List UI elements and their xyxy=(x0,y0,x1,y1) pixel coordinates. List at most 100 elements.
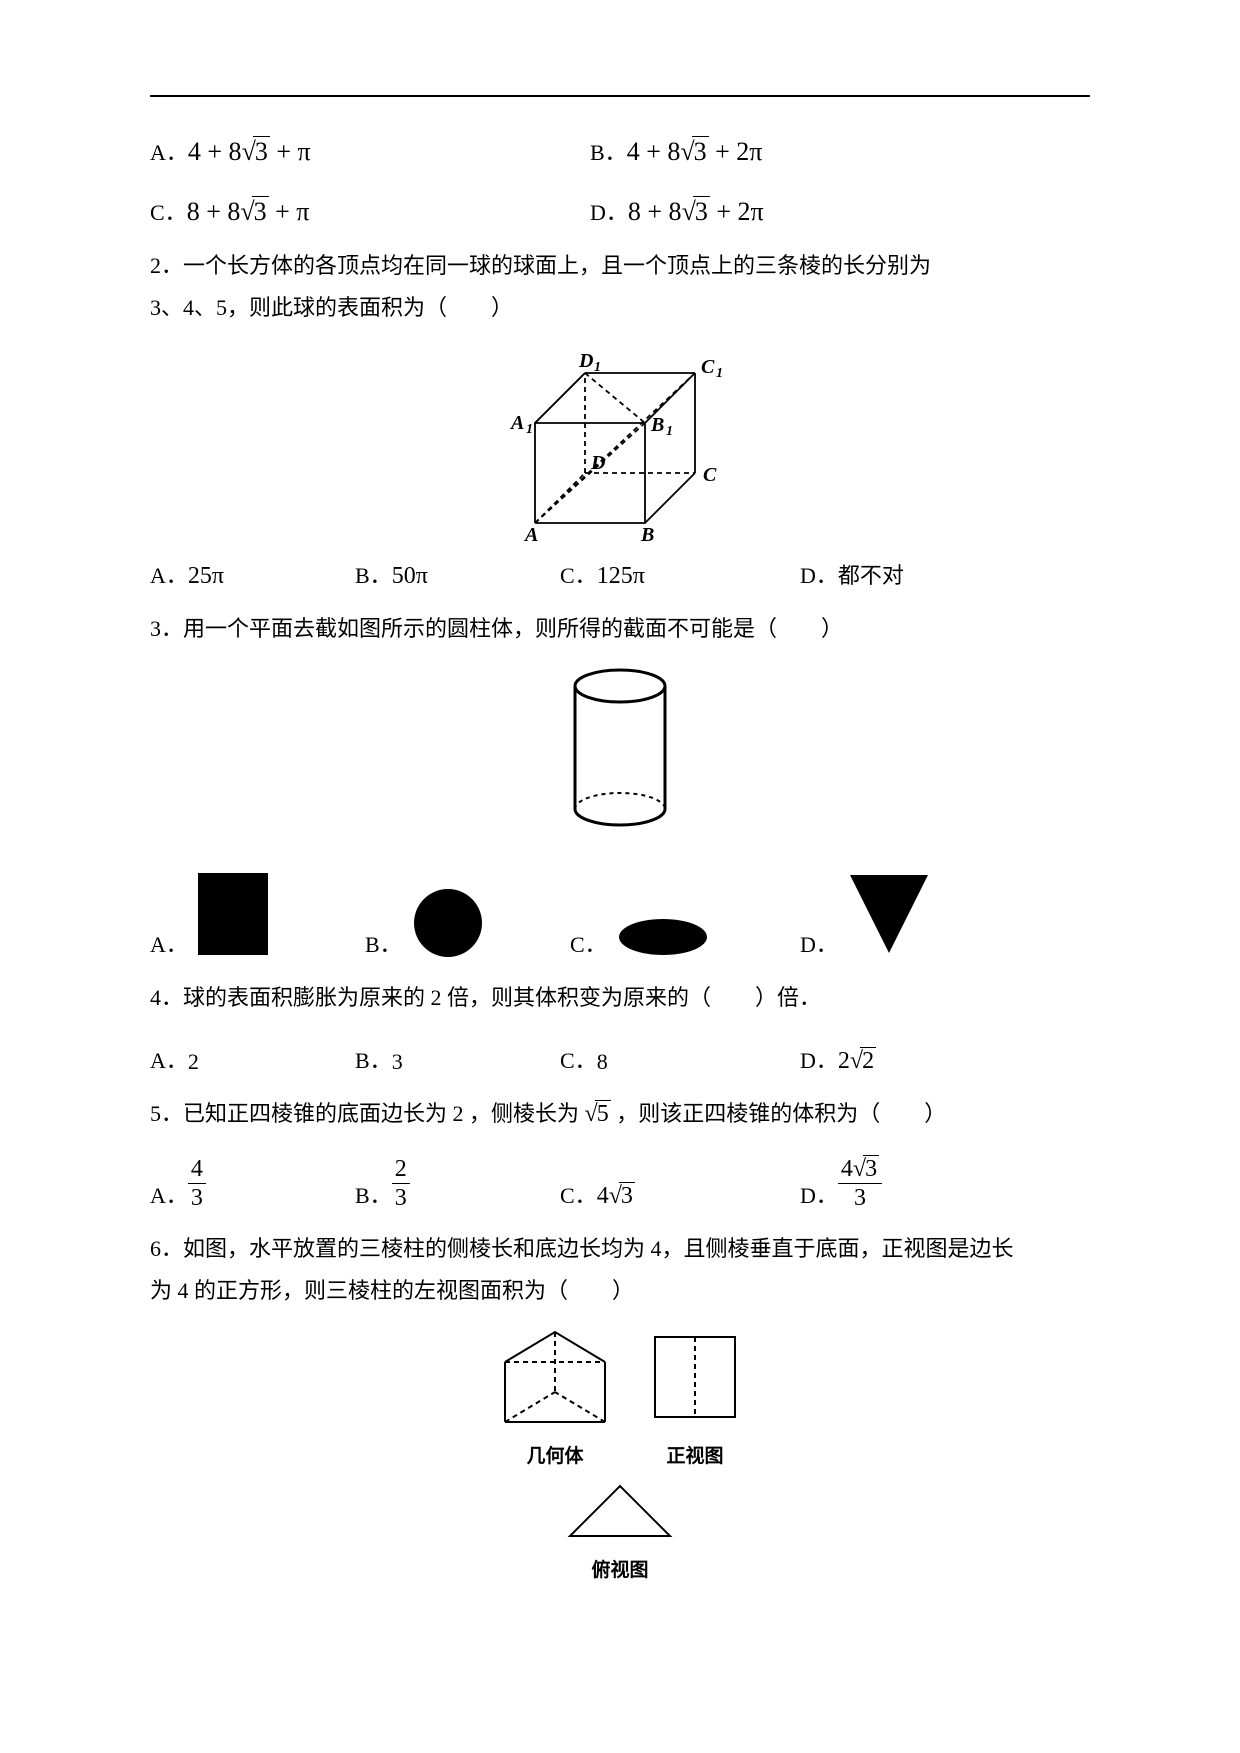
option-value: 125π xyxy=(597,563,645,590)
front-view: 正视图 xyxy=(645,1322,745,1468)
caption-top: 俯视图 xyxy=(560,1555,680,1582)
option-expr: 4 + 83 + 2π xyxy=(627,137,763,167)
q2-option-c: C． 125π xyxy=(560,558,800,590)
option-value: 都不对 xyxy=(838,558,904,590)
q5-text: 5．已知正四棱锥的底面边长为 2 ，侧棱长为 5 ，则该正四棱锥的体积为（ ） xyxy=(150,1093,1090,1135)
q2-options: A． 25π B． 50π C． 125π D． 都不对 xyxy=(150,558,1090,590)
option-label: B． xyxy=(365,927,402,959)
q4-option-a: A． 2 xyxy=(150,1043,355,1075)
q2-option-d: D． 都不对 xyxy=(800,558,1040,590)
option-frac: 2 3 xyxy=(392,1157,410,1210)
q2-figure: D1 C1 A1 B1 D C A B xyxy=(150,343,1090,548)
q2-option-b: B． 50π xyxy=(355,558,560,590)
option-expr: 8 + 83 + π xyxy=(187,197,310,227)
option-label: C． xyxy=(560,1043,597,1075)
q2-line1: 2．一个长方体的各顶点均在同一球的球面上，且一个顶点上的三条棱的长分别为 xyxy=(150,253,931,278)
q4-text: 4．球的表面积膨胀为原来的 2 倍，则其体积变为原来的（ ）倍． xyxy=(150,977,1090,1019)
exam-page: A． 4 + 83 + π B． 4 + 83 + 2π C． 8 + 83 +… xyxy=(150,95,1090,1590)
svg-text:1: 1 xyxy=(594,360,601,375)
q1-option-d: D． 8 + 83 + 2π xyxy=(590,195,1090,227)
q2-option-a: A． 25π xyxy=(150,558,355,590)
option-value: 8 xyxy=(597,1049,608,1075)
label-d: D xyxy=(590,452,605,474)
top-view-icon xyxy=(560,1476,680,1546)
option-frac: 43 3 xyxy=(838,1157,882,1210)
q1-option-b: B． 4 + 83 + 2π xyxy=(590,135,1090,167)
q6-text: 6．如图，水平放置的三棱柱的侧棱长和底边长均为 4，且侧棱垂直于底面，正视图是边… xyxy=(150,1228,1090,1312)
triangle-icon xyxy=(844,869,934,959)
q5-sqrt5: 5 xyxy=(585,1101,611,1127)
option-label: D． xyxy=(800,1043,838,1075)
cube-diagram: D1 C1 A1 B1 D C A B xyxy=(495,343,745,543)
option-label: B． xyxy=(590,135,627,167)
q4-option-c: C． 8 xyxy=(560,1043,800,1075)
option-label: D． xyxy=(800,558,838,590)
header-rule xyxy=(150,95,1090,97)
option-label: B． xyxy=(355,1178,392,1210)
q2-text: 2．一个长方体的各顶点均在同一球的球面上，且一个顶点上的三条棱的长分别为 3、4… xyxy=(150,245,1090,329)
label-d1: D xyxy=(578,350,593,372)
option-value: 25π xyxy=(188,563,224,590)
prism-icon xyxy=(495,1322,615,1432)
q1-options-row1: A． 4 + 83 + π B． 4 + 83 + 2π xyxy=(150,135,1090,167)
option-label: A． xyxy=(150,135,188,167)
front-view-icon xyxy=(645,1322,745,1432)
q3-cylinder xyxy=(150,664,1090,839)
prism-solid: 几何体 xyxy=(495,1322,615,1468)
option-label: A． xyxy=(150,558,188,590)
option-value: 22 xyxy=(838,1048,876,1075)
q4-option-d: D． 22 xyxy=(800,1043,1040,1075)
option-value: 43 xyxy=(597,1183,635,1210)
option-label: A． xyxy=(150,1178,188,1210)
q2-line2: 3、4、5，则此球的表面积为（ ） xyxy=(150,295,513,320)
caption-front: 正视图 xyxy=(645,1441,745,1468)
q3-option-d: D． xyxy=(800,869,1000,959)
option-label: C． xyxy=(560,558,597,590)
q3-options: A． B． C． D． xyxy=(150,869,1090,959)
q1-option-a: A． 4 + 83 + π xyxy=(150,135,590,167)
option-value: 2 xyxy=(188,1049,199,1075)
q5-option-b: B． 2 3 xyxy=(355,1157,560,1210)
q5-option-a: A． 4 3 xyxy=(150,1157,355,1210)
label-b1: B xyxy=(650,414,664,436)
option-label: A． xyxy=(150,927,188,959)
q5-option-c: C． 43 xyxy=(560,1178,800,1210)
label-b: B xyxy=(640,524,654,543)
q6-figure-row2: 俯视图 xyxy=(150,1476,1090,1582)
option-label: D． xyxy=(800,927,838,959)
q6-line1: 6．如图，水平放置的三棱柱的侧棱长和底边长均为 4，且侧棱垂直于底面，正视图是边… xyxy=(150,1236,1014,1261)
ellipse-icon xyxy=(613,909,713,959)
cylinder-icon xyxy=(555,664,685,834)
q1-option-c: C． 8 + 83 + π xyxy=(150,195,590,227)
label-c1: C xyxy=(701,356,715,378)
q3-option-c: C． xyxy=(570,909,800,959)
svg-text:1: 1 xyxy=(666,424,673,439)
q6-figure-row1: 几何体 正视图 xyxy=(150,1322,1090,1468)
q4-options: A． 2 B． 3 C． 8 D． 22 xyxy=(150,1043,1090,1075)
option-label: C． xyxy=(570,927,607,959)
option-label: A． xyxy=(150,1043,188,1075)
label-c: C xyxy=(703,464,717,486)
option-frac: 4 3 xyxy=(188,1157,206,1210)
option-value: 3 xyxy=(392,1049,403,1075)
caption-solid: 几何体 xyxy=(495,1441,615,1468)
q4-option-b: B． 3 xyxy=(355,1043,560,1075)
option-label: C． xyxy=(560,1178,597,1210)
option-value: 50π xyxy=(392,563,428,590)
svg-text:1: 1 xyxy=(716,366,723,381)
q3-text: 3．用一个平面去截如图所示的圆柱体，则所得的截面不可能是（ ） xyxy=(150,608,1090,650)
circle-icon xyxy=(408,879,488,959)
option-expr: 8 + 83 + 2π xyxy=(628,197,764,227)
q1-options-row2: C． 8 + 83 + π D． 8 + 83 + 2π xyxy=(150,195,1090,227)
label-a: A xyxy=(523,524,538,543)
option-label: D． xyxy=(590,195,628,227)
option-label: D． xyxy=(800,1178,838,1210)
label-a1: A xyxy=(509,412,524,434)
option-label: B． xyxy=(355,1043,392,1075)
q5-text-pre: 5．已知正四棱锥的底面边长为 2 ，侧棱长为 xyxy=(150,1101,585,1126)
option-label: C． xyxy=(150,195,187,227)
option-label: B． xyxy=(355,558,392,590)
q3-option-a: A． xyxy=(150,869,365,959)
square-icon xyxy=(194,869,272,959)
svg-text:1: 1 xyxy=(526,422,533,437)
